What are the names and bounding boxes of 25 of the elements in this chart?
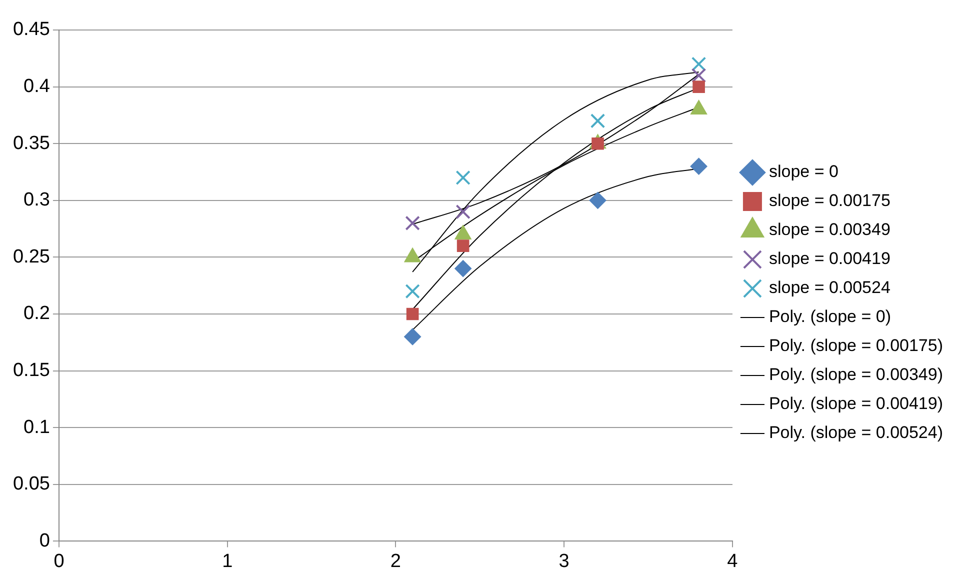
- y-tick-label: 0.05: [12, 474, 50, 495]
- legend-label: Poly. (slope = 0.00175): [768, 336, 944, 356]
- legend-label: slope = 0: [768, 162, 838, 182]
- legend-label: slope = 0.00419: [768, 249, 890, 268]
- y-tick-label: 0.1: [24, 416, 50, 438]
- y-tick-label: 0.25: [12, 246, 50, 268]
- x-tick-label: 0: [54, 550, 64, 572]
- legend-label: Poly. (slope = 0.00524): [768, 423, 944, 442]
- y-tick-label: 0.2: [24, 303, 50, 324]
- y-tick-label: 0.3: [24, 190, 50, 211]
- legend-label: Poly. (slope = 0.00419): [768, 394, 944, 414]
- legend-label: Poly. (slope = 0): [768, 307, 892, 326]
- y-tick-label: 0.35: [12, 132, 50, 154]
- legend-label: slope = 0.00175: [768, 191, 890, 210]
- legend-label: slope = 0.00349: [768, 220, 890, 240]
- x-tick-label: 1: [222, 550, 233, 572]
- legend-label: slope = 0.00524: [768, 278, 890, 298]
- x-tick-label: 3: [558, 550, 570, 572]
- legend-label: Poly. (slope = 0.00349): [768, 365, 944, 384]
- x-tick-label: 2: [390, 550, 402, 572]
- y-tick-label: 0.4: [24, 76, 50, 98]
- x-tick-label: 4: [727, 550, 738, 572]
- y-tick-label: 0: [39, 530, 50, 552]
- y-tick-label: 0.15: [12, 360, 50, 382]
- y-tick-label: 0.45: [12, 19, 50, 40]
